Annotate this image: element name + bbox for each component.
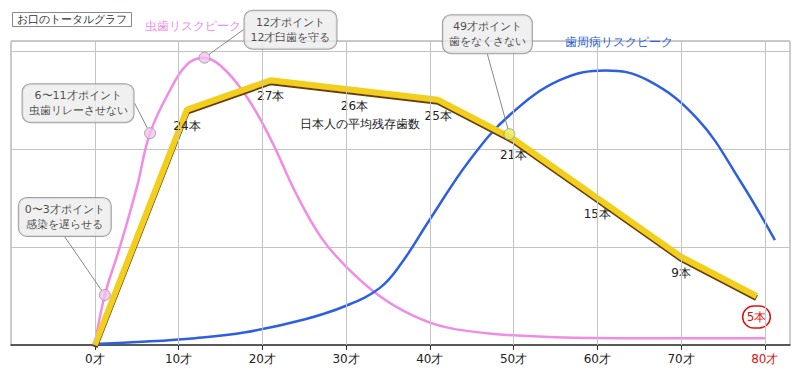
svg-text:50才: 50才 — [500, 352, 527, 366]
svg-text:25本: 25本 — [425, 109, 452, 123]
svg-text:70才: 70才 — [667, 352, 694, 366]
svg-text:日本人の平均残存歯数: 日本人の平均残存歯数 — [300, 117, 420, 131]
svg-text:0才: 0才 — [85, 352, 105, 366]
svg-text:49才ポイント: 49才ポイント — [453, 20, 522, 33]
svg-text:お口のトータルグラフ: お口のトータルグラフ — [17, 13, 127, 26]
svg-text:12才ポイント: 12才ポイント — [256, 16, 325, 29]
svg-text:10才: 10才 — [165, 352, 192, 366]
svg-text:21本: 21本 — [499, 148, 528, 163]
svg-text:5本: 5本 — [747, 310, 767, 324]
svg-text:24本: 24本 — [173, 119, 200, 133]
svg-text:12才臼歯を守る: 12才臼歯を守る — [250, 31, 330, 44]
svg-text:歯周病リスクピーク: 歯周病リスクピーク — [565, 35, 673, 49]
svg-text:80才: 80才 — [751, 352, 778, 366]
svg-text:虫歯リスクピーク: 虫歯リスクピーク — [145, 19, 241, 33]
svg-text:26本: 26本 — [341, 99, 368, 113]
svg-text:9本: 9本 — [671, 265, 691, 280]
svg-text:感染を遅らせる: 感染を遅らせる — [26, 218, 103, 231]
svg-text:20才: 20才 — [249, 352, 276, 366]
svg-text:0〜3才ポイント: 0〜3才ポイント — [25, 203, 105, 216]
svg-text:60才: 60才 — [584, 352, 611, 366]
svg-text:6〜11才ポイント: 6〜11才ポイント — [35, 89, 122, 102]
svg-text:30才: 30才 — [332, 352, 359, 366]
svg-text:虫歯リレーさせない: 虫歯リレーさせない — [29, 104, 128, 117]
svg-text:歯をなくさない: 歯をなくさない — [449, 35, 526, 48]
svg-text:40才: 40才 — [416, 352, 443, 366]
svg-text:15本: 15本 — [583, 206, 611, 221]
svg-text:27本: 27本 — [257, 89, 284, 103]
